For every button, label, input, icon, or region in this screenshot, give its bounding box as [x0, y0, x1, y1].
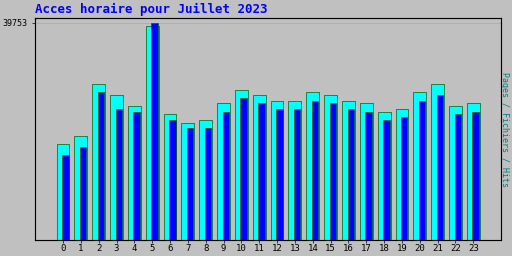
- Bar: [98, 92, 104, 240]
- Bar: [271, 101, 284, 240]
- Bar: [419, 101, 425, 240]
- Bar: [116, 109, 122, 240]
- Bar: [348, 109, 354, 240]
- Bar: [467, 103, 480, 240]
- Bar: [223, 112, 229, 240]
- Bar: [431, 84, 444, 240]
- Bar: [294, 109, 301, 240]
- Bar: [92, 84, 105, 240]
- Bar: [324, 95, 337, 240]
- Bar: [164, 114, 177, 240]
- Bar: [366, 112, 372, 240]
- Bar: [330, 103, 336, 240]
- Bar: [241, 98, 247, 240]
- Bar: [151, 23, 158, 240]
- Text: Acces horaire pour Juillet 2023: Acces horaire pour Juillet 2023: [35, 3, 268, 16]
- Bar: [169, 120, 176, 240]
- Y-axis label: Pages / Fichiers / Hits: Pages / Fichiers / Hits: [500, 72, 509, 187]
- Bar: [217, 103, 230, 240]
- Bar: [473, 112, 479, 240]
- Bar: [62, 155, 69, 240]
- Bar: [342, 101, 355, 240]
- Bar: [360, 103, 373, 240]
- Bar: [205, 128, 211, 240]
- Bar: [128, 106, 141, 240]
- Bar: [449, 106, 462, 240]
- Bar: [110, 95, 123, 240]
- Bar: [413, 92, 426, 240]
- Bar: [187, 128, 194, 240]
- Bar: [401, 117, 408, 240]
- Bar: [276, 109, 283, 240]
- Bar: [146, 26, 159, 240]
- Bar: [134, 112, 140, 240]
- Bar: [235, 90, 248, 240]
- Bar: [437, 95, 443, 240]
- Bar: [253, 95, 266, 240]
- Bar: [312, 101, 318, 240]
- Bar: [455, 114, 461, 240]
- Bar: [199, 120, 212, 240]
- Bar: [56, 144, 70, 240]
- Bar: [396, 109, 409, 240]
- Bar: [306, 92, 319, 240]
- Bar: [288, 101, 302, 240]
- Bar: [181, 123, 194, 240]
- Bar: [259, 103, 265, 240]
- Bar: [383, 120, 390, 240]
- Bar: [378, 112, 391, 240]
- Bar: [80, 147, 87, 240]
- Bar: [74, 136, 87, 240]
